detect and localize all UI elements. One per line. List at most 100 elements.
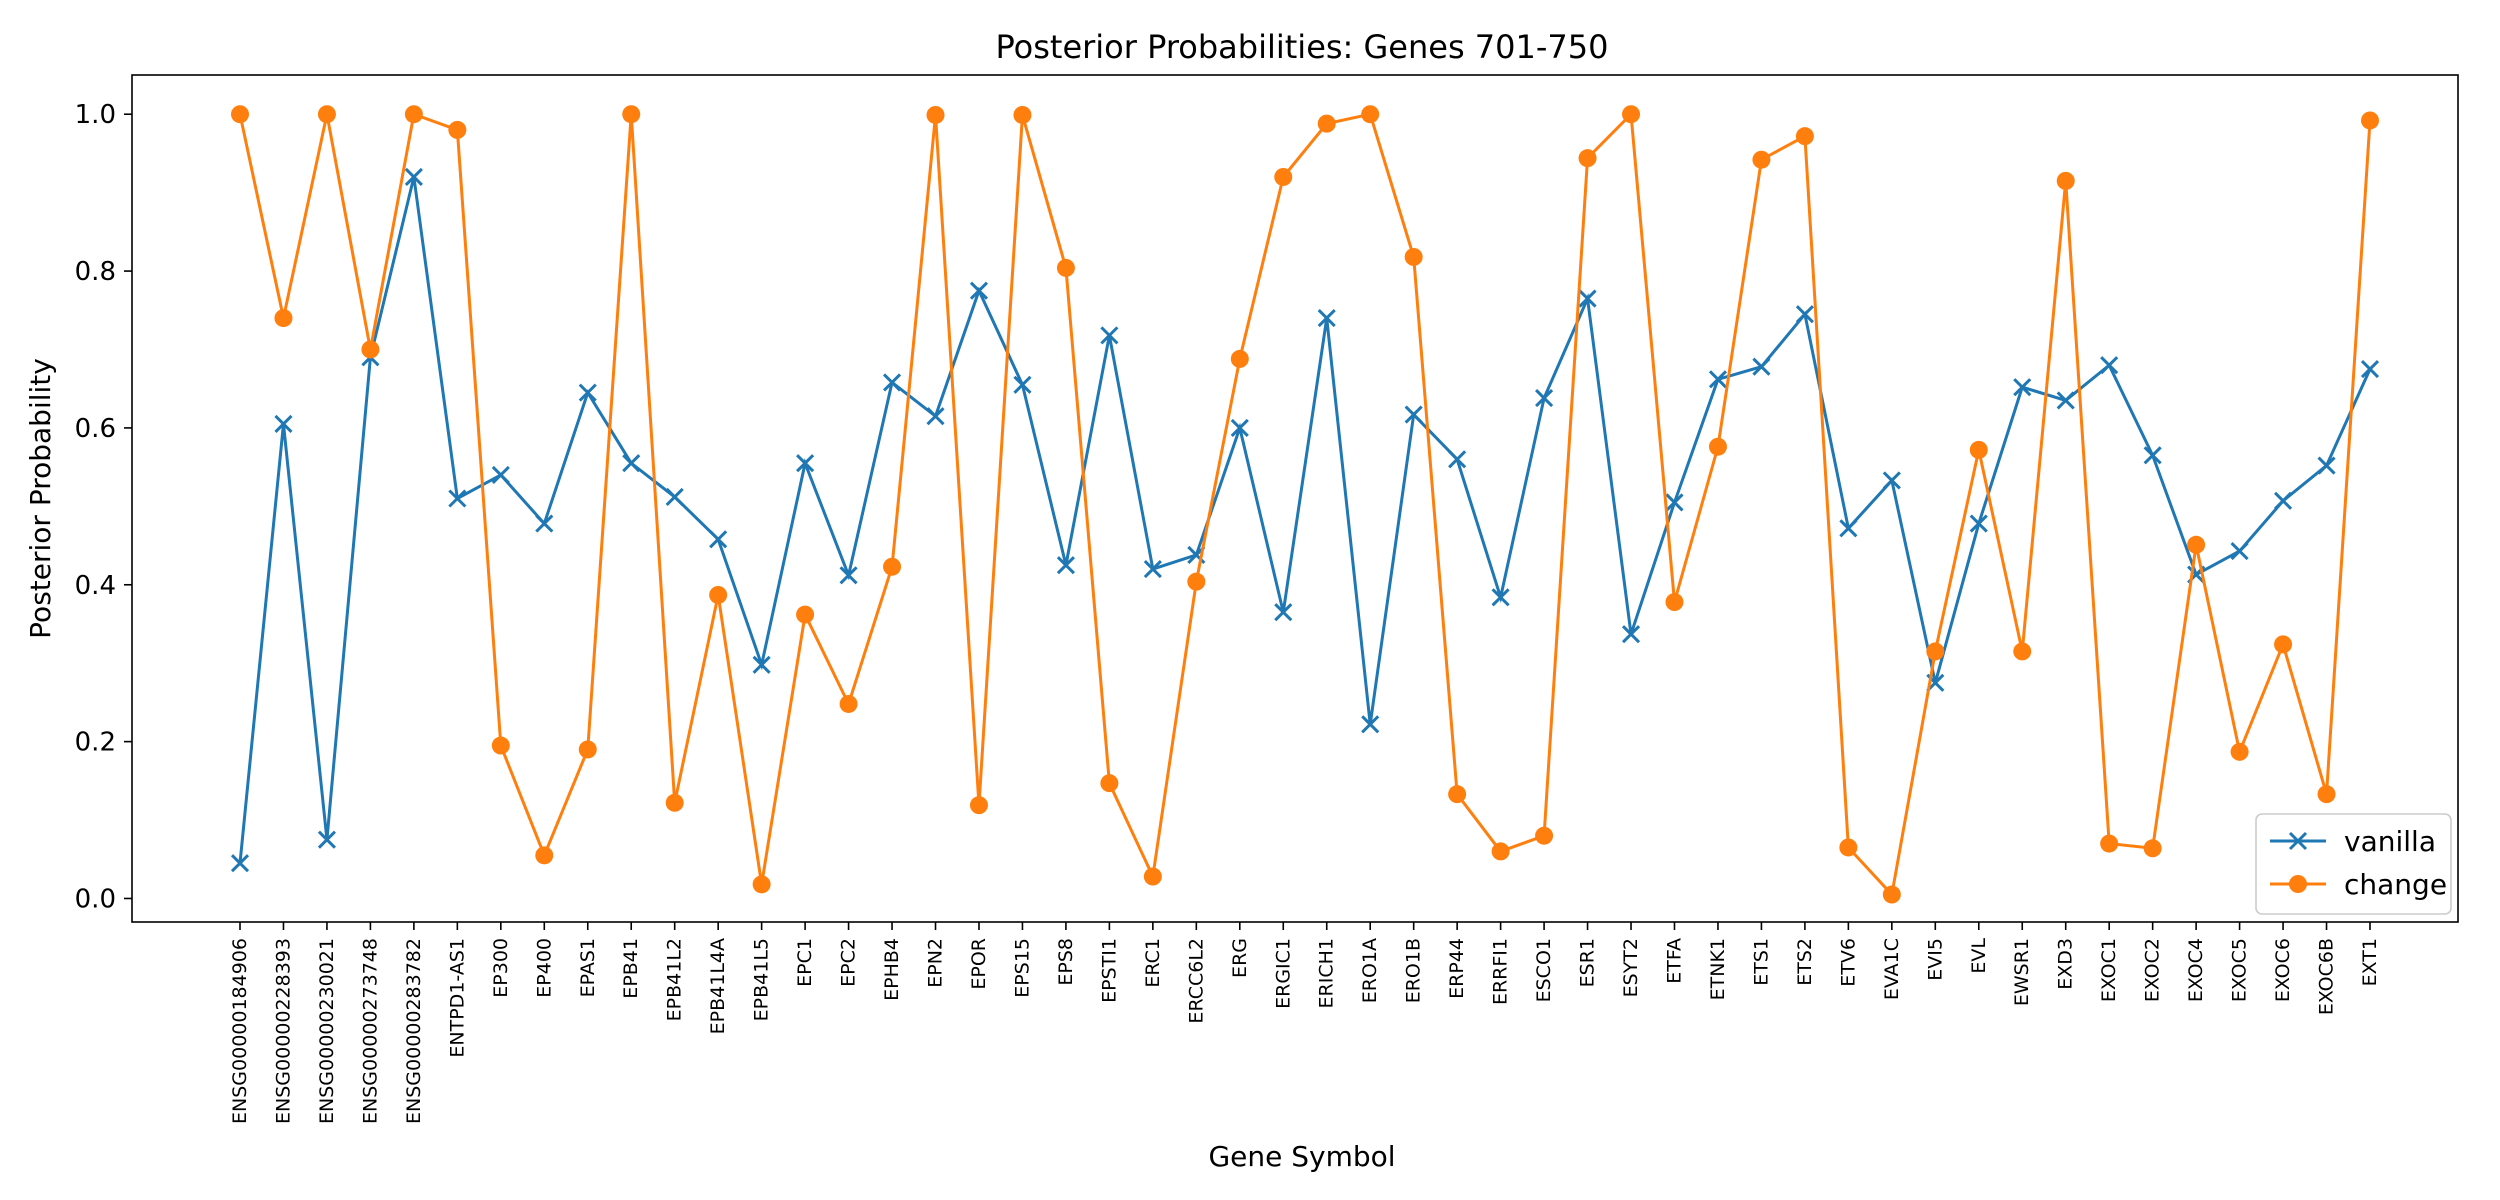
x-tick-label-37: ETV6: [1837, 938, 1859, 987]
legend: vanilla change: [2255, 813, 2452, 915]
x-tick-label-11: EPB41L4A: [707, 938, 729, 1034]
change-point-3: [361, 340, 380, 359]
legend-marker-change: [2289, 875, 2307, 893]
x-tick-label-16: EPN2: [925, 938, 947, 988]
change-point-37: [1839, 838, 1858, 857]
change-point-33: [1665, 593, 1684, 612]
vanilla-point-44: [2143, 446, 2162, 465]
vanilla-point-21: [1143, 560, 1162, 579]
x-tick-label-18: EPS15: [1011, 938, 1033, 998]
x-tick-label-22: ERCC6L2: [1185, 938, 1207, 1024]
x-tick-label-15: EPHB4: [881, 938, 903, 1001]
vanilla-point-25: [1317, 309, 1336, 328]
vanilla-point-34: [1708, 370, 1728, 389]
vanilla-point-1: [274, 414, 293, 434]
change-point-44: [2143, 839, 2162, 858]
change-point-18: [1013, 105, 1032, 124]
vanilla-point-42: [2056, 391, 2075, 410]
x-tick-label-23: ERG: [1229, 938, 1251, 978]
vanilla-point-48: [2317, 456, 2336, 475]
change-point-47: [2274, 635, 2293, 654]
change-point-22: [1187, 572, 1206, 591]
change-point-21: [1143, 867, 1162, 886]
change-point-24: [1274, 167, 1293, 186]
series-line-change: [238, 110, 2372, 898]
vanilla-point-49: [2360, 360, 2380, 379]
x-tick-label-13: EPC1: [794, 938, 816, 987]
vanilla-point-16: [926, 407, 945, 426]
vanilla-point-33: [1665, 493, 1684, 512]
vanilla-point-14: [839, 566, 858, 585]
change-point-11: [709, 585, 728, 604]
change-point-45: [2187, 535, 2206, 554]
x-tick-label-38: EVA1C: [1881, 938, 1903, 1000]
x-tick-label-25: ERICH1: [1316, 938, 1338, 1008]
x-tick-label-44: EXOC2: [2142, 938, 2164, 1002]
vanilla-point-17: [969, 281, 989, 300]
change-point-43: [2100, 834, 2119, 853]
vanilla-point-30: [1535, 389, 1554, 408]
change-point-35: [1752, 150, 1771, 169]
vanilla-point-18: [1013, 375, 1032, 394]
x-tick-label-17: EPOR: [968, 938, 990, 990]
change-point-8: [578, 740, 597, 759]
change-point-29: [1491, 842, 1510, 861]
vanilla-point-38: [1882, 471, 1901, 490]
vanilla-point-4: [404, 167, 423, 187]
change-point-48: [2317, 785, 2336, 804]
change-point-39: [1926, 642, 1945, 661]
x-tick-label-3: ENSG00000273748: [359, 938, 381, 1124]
x-tick-label-31: ESR1: [1577, 938, 1599, 987]
change-point-5: [448, 120, 467, 139]
vanilla-point-27: [1404, 405, 1423, 424]
chart-title: Posterior Probabilities: Genes 701-750: [995, 28, 1608, 66]
change-point-36: [1795, 127, 1814, 146]
x-tick-label-48: EXOC6B: [2316, 938, 2338, 1015]
vanilla-point-43: [2100, 356, 2119, 375]
x-tick-label-20: EPSTI1: [1098, 938, 1120, 1003]
vanilla-point-23: [1230, 418, 1249, 437]
x-tick-label-14: EPC2: [838, 938, 860, 987]
vanilla-point-40: [1969, 514, 1988, 533]
x-tick-label-39: EVI5: [1924, 938, 1946, 981]
change-point-27: [1404, 247, 1423, 266]
plot-frame: [131, 74, 2459, 923]
vanilla-point-10: [665, 487, 684, 506]
x-tick-label-36: ETS2: [1794, 938, 1816, 986]
change-point-26: [1361, 105, 1380, 124]
series-layer: [230, 105, 2380, 904]
change-point-7: [535, 846, 554, 865]
vanilla-point-37: [1839, 519, 1858, 538]
x-tick-label-7: EP400: [533, 938, 555, 998]
x-tick-label-40: EVL: [1968, 938, 1990, 974]
x-tick-label-8: EPAS1: [577, 938, 599, 997]
change-point-20: [1100, 774, 1119, 793]
change-point-14: [839, 694, 858, 713]
series-vanilla: [230, 167, 2380, 873]
change-point-34: [1708, 437, 1727, 456]
y-tick-label-2: 0.4: [75, 571, 116, 601]
x-tick-label-5: ENTPD1-AS1: [446, 938, 468, 1058]
vanilla-point-19: [1056, 556, 1075, 575]
x-tick-label-27: ERO1B: [1403, 938, 1425, 1003]
x-tick-label-9: EPB41: [620, 938, 642, 999]
x-tick-label-41: EWSR1: [2011, 938, 2033, 1006]
legend-label-vanilla: vanilla: [2344, 825, 2436, 858]
legend-label-change: change: [2344, 868, 2447, 901]
x-axis-title: Gene Symbol: [1208, 1140, 1395, 1173]
x-tick-label-35: ETS1: [1750, 938, 1772, 986]
change-point-9: [622, 105, 641, 124]
change-point-30: [1535, 826, 1554, 845]
change-point-49: [2361, 111, 2379, 130]
change-point-31: [1578, 149, 1597, 168]
change-point-19: [1056, 258, 1075, 277]
x-tick-label-29: ERRFI1: [1490, 938, 1512, 1005]
vanilla-point-32: [1621, 625, 1641, 644]
change-point-10: [665, 793, 684, 812]
x-tick-label-12: EPB41L5: [751, 938, 773, 1021]
change-point-23: [1230, 349, 1249, 368]
x-tick-label-47: EXOC6: [2272, 938, 2294, 1002]
change-point-12: [752, 875, 771, 894]
x-tick-label-46: EXOC5: [2229, 938, 2251, 1002]
change-point-41: [2013, 642, 2032, 661]
